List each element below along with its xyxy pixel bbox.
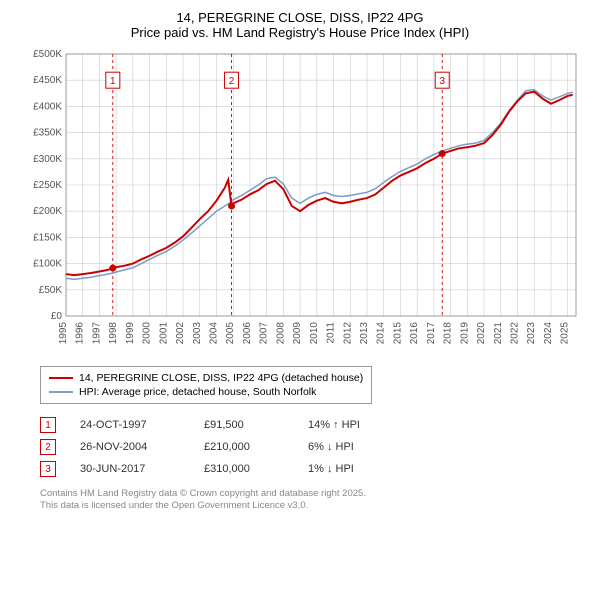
event-price: £91,500 [204, 419, 284, 431]
svg-text:£200K: £200K [33, 206, 62, 217]
svg-text:2023: 2023 [526, 322, 537, 345]
event-date: 26-NOV-2004 [80, 441, 180, 453]
svg-text:2011: 2011 [326, 322, 337, 344]
event-delta: 1% ↓ HPI [308, 463, 398, 475]
title-line1: 14, PEREGRINE CLOSE, DISS, IP22 4PG [10, 10, 590, 25]
svg-text:2: 2 [229, 76, 235, 87]
events-table: 1 24-OCT-1997 £91,500 14% ↑ HPI 2 26-NOV-2004… [40, 414, 570, 480]
svg-text:2017: 2017 [426, 322, 437, 345]
chart-svg: £0 £50K £100K £150K £200K £250K £300K £350K £400… [20, 48, 580, 358]
svg-text:2005: 2005 [225, 322, 236, 345]
svg-text:1999: 1999 [125, 322, 136, 345]
svg-text:£50K: £50K [39, 285, 63, 296]
event-delta: 14% ↑ HPI [308, 419, 398, 431]
svg-text:£100K: £100K [33, 259, 62, 270]
svg-text:1996: 1996 [75, 322, 86, 345]
event-date: 24-OCT-1997 [80, 419, 180, 431]
svg-text:2006: 2006 [242, 322, 253, 345]
legend-swatch [49, 377, 73, 379]
footer-line1: Contains HM Land Registry data © Crown c… [40, 488, 570, 500]
svg-text:2019: 2019 [459, 322, 470, 345]
svg-text:2016: 2016 [409, 322, 420, 345]
svg-text:£450K: £450K [33, 75, 62, 86]
svg-text:2001: 2001 [158, 322, 169, 345]
svg-text:2014: 2014 [376, 322, 387, 345]
event-price: £310,000 [204, 463, 284, 475]
svg-text:2015: 2015 [392, 322, 403, 345]
svg-text:2012: 2012 [342, 322, 353, 345]
svg-text:2025: 2025 [560, 322, 571, 345]
event-marker: 2 [40, 439, 56, 455]
svg-text:2018: 2018 [443, 322, 454, 345]
svg-text:2013: 2013 [359, 322, 370, 345]
event-delta: 6% ↓ HPI [308, 441, 398, 453]
chart: £0 £50K £100K £150K £200K £250K £300K £350K £400… [20, 48, 580, 358]
svg-text:1995: 1995 [58, 322, 69, 345]
svg-text:£500K: £500K [33, 49, 62, 60]
svg-text:2024: 2024 [543, 322, 554, 345]
svg-text:1998: 1998 [108, 322, 119, 345]
legend: 14, PEREGRINE CLOSE, DISS, IP22 4PG (det… [40, 366, 372, 404]
event-row: 3 30-JUN-2017 £310,000 1% ↓ HPI [40, 458, 570, 480]
svg-text:1997: 1997 [91, 322, 102, 345]
event-row: 1 24-OCT-1997 £91,500 14% ↑ HPI [40, 414, 570, 436]
svg-text:£150K: £150K [33, 232, 62, 243]
svg-text:1: 1 [110, 76, 116, 87]
legend-swatch [49, 391, 73, 393]
svg-text:2020: 2020 [476, 322, 487, 345]
title-block: 14, PEREGRINE CLOSE, DISS, IP22 4PG Pric… [10, 10, 590, 40]
svg-text:2000: 2000 [142, 322, 153, 345]
legend-row: 14, PEREGRINE CLOSE, DISS, IP22 4PG (det… [49, 371, 363, 385]
legend-label: 14, PEREGRINE CLOSE, DISS, IP22 4PG (det… [79, 372, 363, 384]
svg-text:£400K: £400K [33, 101, 62, 112]
event-date: 30-JUN-2017 [80, 463, 180, 475]
footer-line2: This data is licensed under the Open Gov… [40, 500, 570, 512]
legend-row: HPI: Average price, detached house, Sout… [49, 385, 363, 399]
title-line2: Price paid vs. HM Land Registry's House … [10, 25, 590, 40]
event-row: 2 26-NOV-2004 £210,000 6% ↓ HPI [40, 436, 570, 458]
svg-text:£300K: £300K [33, 154, 62, 165]
svg-text:3: 3 [439, 76, 445, 87]
svg-text:2009: 2009 [292, 322, 303, 345]
legend-label: HPI: Average price, detached house, Sout… [79, 386, 316, 398]
event-marker: 1 [40, 417, 56, 433]
svg-text:2003: 2003 [192, 322, 203, 345]
svg-text:2022: 2022 [509, 322, 520, 345]
svg-text:2002: 2002 [175, 322, 186, 345]
svg-text:£0: £0 [51, 311, 63, 322]
svg-text:2021: 2021 [493, 322, 504, 345]
svg-text:2007: 2007 [259, 322, 270, 345]
event-marker: 3 [40, 461, 56, 477]
svg-text:2010: 2010 [309, 322, 320, 345]
event-price: £210,000 [204, 441, 284, 453]
svg-text:2004: 2004 [208, 322, 219, 345]
svg-text:2008: 2008 [275, 322, 286, 345]
svg-text:£250K: £250K [33, 180, 62, 191]
footer-attribution: Contains HM Land Registry data © Crown c… [40, 488, 570, 513]
svg-text:£350K: £350K [33, 128, 62, 139]
